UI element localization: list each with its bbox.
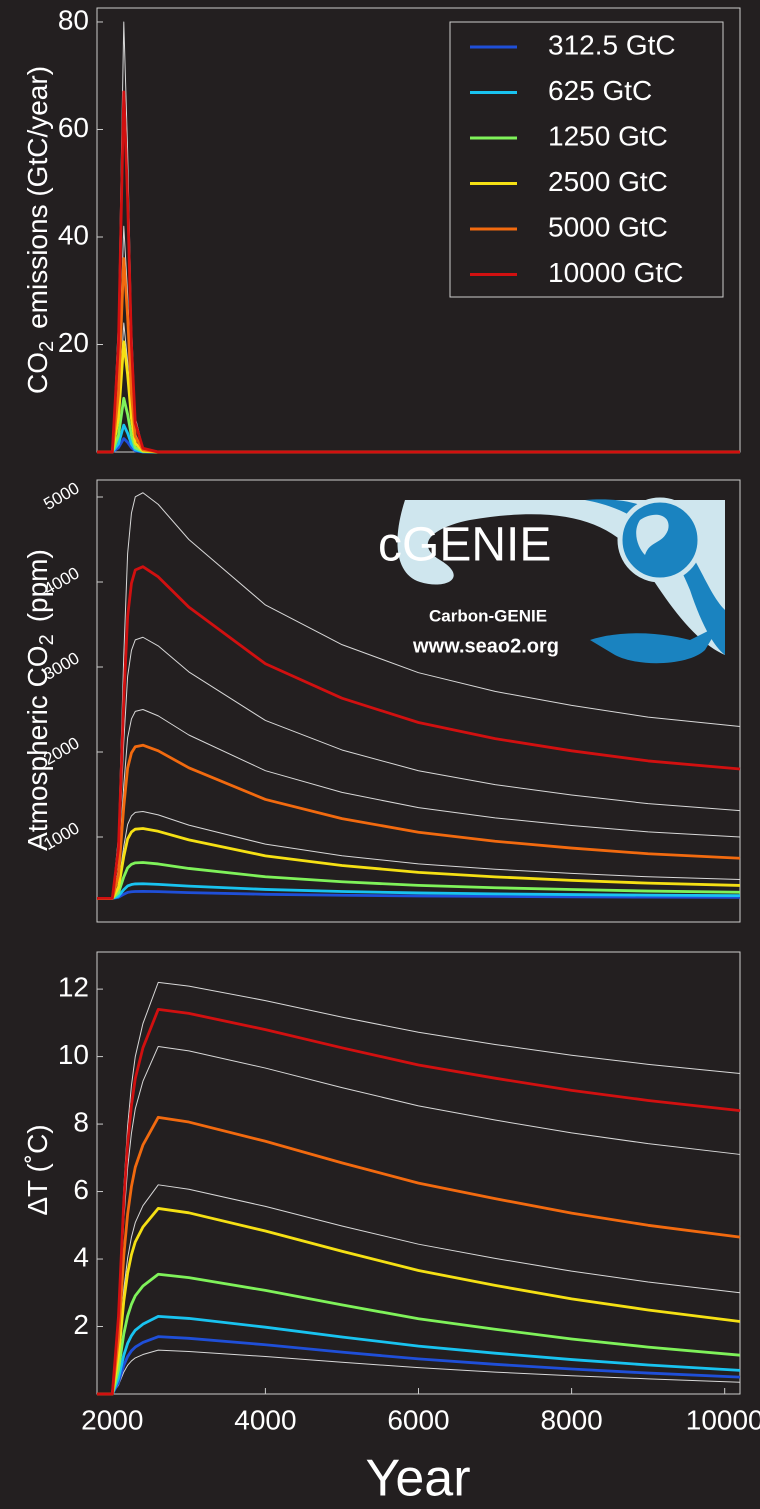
logo-title: cGENIE [378, 519, 551, 572]
series-line [97, 90, 740, 454]
y-axis-label: ΔT (˚C) [22, 1124, 53, 1215]
legend-label: 625 GtC [548, 75, 652, 106]
series-line [97, 882, 741, 900]
series-line [97, 1007, 741, 1396]
y-tick-label: 60 [58, 112, 89, 143]
legend-label: 5000 GtC [548, 211, 668, 242]
logo-url: www.seao2.org [412, 635, 559, 657]
y-tick-label: 40 [58, 219, 89, 250]
legend-box [449, 21, 724, 298]
y-tick-label: 2 [73, 1309, 89, 1340]
x-tick-label: 2000 [81, 1404, 143, 1435]
logo-subtitle: Carbon-GENIE [429, 606, 547, 625]
y-axis-label-part: (ppm) [22, 549, 53, 622]
series-line [97, 890, 741, 900]
x-tick-label: 10000 [686, 1404, 760, 1435]
series-line [97, 1349, 741, 1395]
y-axis-label-part: emissions (GtC/year) [22, 66, 53, 329]
legend-label: 1250 GtC [548, 120, 668, 151]
series-line [97, 861, 741, 900]
x-tick-label: 4000 [234, 1404, 296, 1435]
y-axis-label-part: 2 [36, 634, 58, 645]
x-tick-label: 6000 [387, 1404, 449, 1435]
legend-label: 312.5 GtC [548, 29, 676, 60]
series-line [97, 1315, 741, 1396]
panel: 2 4 6 8 10 12 ΔT (˚C) 2000 4000 6000 8000 10000 Year [22, 951, 760, 1508]
series-line [97, 1115, 741, 1396]
y-axis-label: Atmospheric CO2 (ppm) [22, 549, 58, 851]
series-line [97, 827, 741, 900]
y-tick-label: 20 [58, 327, 89, 358]
logo-globe-land [636, 514, 669, 555]
x-tick-label: 8000 [540, 1404, 602, 1435]
y-tick-label: 80 [58, 4, 89, 35]
series-line [97, 565, 741, 900]
y-tick-label: 8 [73, 1106, 89, 1137]
legend-label: 2500 GtC [548, 166, 668, 197]
y-axis-label-part: Atmospheric CO [22, 645, 53, 850]
series-line [97, 1335, 741, 1396]
y-tick-label: 6 [73, 1174, 89, 1205]
y-tick-label: 12 [58, 972, 89, 1003]
logo: cGENIE Carbon-GENIE www.seao2.org [378, 497, 725, 664]
y-axis-label: CO2 emissions (GtC/year) [22, 66, 58, 394]
plot-frame [96, 479, 741, 923]
series-line [97, 1207, 741, 1396]
series-line [97, 1272, 741, 1396]
x-axis-label: Year [365, 1450, 470, 1508]
y-tick-label: 10 [58, 1039, 89, 1070]
y-tick-label: 4 [73, 1241, 89, 1272]
y-axis-label-part: CO [22, 352, 53, 394]
logo-lamp [590, 625, 720, 664]
panel: 20 40 60 80 CO2 emissions (GtC/year) 312.5 GtC… [22, 4, 741, 454]
y-axis-label-part: 2 [36, 341, 58, 352]
y-axis-label-part: ΔT (˚C) [22, 1124, 53, 1215]
legend-label: 10000 GtC [548, 257, 683, 288]
series-line [97, 743, 741, 900]
